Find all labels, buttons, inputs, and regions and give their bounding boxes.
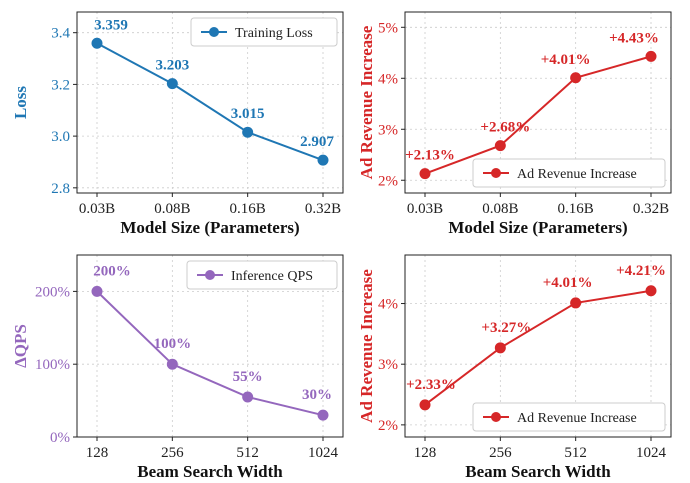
legend-marker — [205, 270, 215, 280]
y-tick-label: 3.4 — [51, 26, 70, 42]
x-tick-label: 0.32B — [305, 201, 341, 217]
y-tick-label: 0% — [50, 430, 70, 446]
series-line — [424, 55, 652, 175]
data-label: 200% — [93, 263, 131, 279]
data-point — [91, 285, 103, 297]
x-tick-label: 0.08B — [154, 201, 190, 217]
plot-frame — [404, 11, 672, 194]
legend-marker — [491, 168, 501, 178]
legend-label: Ad Revenue Increase — [517, 167, 637, 182]
chart-panel-3: 0% 100% 200% 128 256 512 1024 Beam Search Width… — [11, 254, 344, 481]
data-point — [242, 391, 254, 403]
x-tick-label: 1024 — [636, 445, 667, 461]
data-point — [91, 37, 103, 49]
legend-box — [186, 260, 338, 290]
data-point — [494, 140, 506, 152]
x-axis-label: Model Size (Parameters) — [120, 218, 299, 237]
plot-frame — [404, 254, 672, 438]
x-tick-label: 256 — [161, 445, 184, 461]
x-tick-label: 128 — [414, 445, 437, 461]
data-label: +4.01% — [543, 275, 593, 291]
y-axis-label: Loss — [11, 86, 30, 119]
y-tick-label: 4% — [378, 297, 398, 313]
data-label: 30% — [302, 387, 332, 403]
y-axis-label: Ad Revenue Increase — [357, 25, 376, 179]
legend-marker — [491, 412, 501, 422]
data-label: +2.33% — [406, 377, 456, 393]
series-line — [424, 289, 652, 406]
data-label: 100% — [154, 336, 192, 352]
data-point — [317, 409, 329, 421]
legend-marker — [209, 27, 219, 37]
data-label: 3.359 — [94, 17, 128, 33]
y-tick-label: 4% — [378, 71, 398, 87]
data-point — [317, 154, 329, 166]
x-tick-label: 0.03B — [407, 201, 443, 217]
y-tick-label: 100% — [35, 357, 70, 373]
legend-label: Training Loss — [235, 26, 313, 41]
y-axis-label: Ad Revenue Increase — [357, 269, 376, 423]
legend: Ad Revenue Increase — [472, 402, 666, 432]
x-axis-label: Beam Search Width — [465, 462, 611, 481]
x-tick-label: 0.16B — [558, 201, 594, 217]
x-tick-label: 0.03B — [79, 201, 115, 217]
plot-frame — [76, 11, 344, 194]
y-tick-label: 2% — [378, 418, 398, 434]
x-axis-label: Model Size (Parameters) — [448, 218, 627, 237]
legend-box — [190, 17, 338, 47]
data-point — [419, 399, 431, 411]
legend-label: Ad Revenue Increase — [517, 411, 637, 426]
data-point — [419, 168, 431, 180]
y-tick-label: 3.2 — [51, 77, 70, 93]
data-point — [166, 78, 178, 90]
data-label: +2.13% — [405, 148, 455, 164]
data-label: +4.01% — [541, 52, 591, 68]
legend: Inference QPS — [186, 260, 338, 290]
x-tick-label: 512 — [236, 445, 259, 461]
x-tick-label: 0.08B — [482, 201, 518, 217]
data-point — [645, 285, 657, 297]
legend-box — [472, 402, 666, 432]
x-tick-label: 0.32B — [633, 201, 669, 217]
y-tick-label: 2% — [378, 173, 398, 189]
data-point — [570, 297, 582, 309]
x-tick-label: 128 — [86, 445, 109, 461]
x-axis-label: Beam Search Width — [137, 462, 283, 481]
chart-panel-2: 2% 3% 4% 5% 0.03B 0.08B 0.16B 0.32B Model Size (… — [357, 11, 672, 237]
x-tick-label: 0.16B — [230, 201, 266, 217]
x-tick-label: 256 — [489, 445, 512, 461]
series-line — [96, 42, 324, 162]
x-tick-label: 1024 — [308, 445, 339, 461]
legend-label: Inference QPS — [231, 269, 313, 284]
data-point — [645, 50, 657, 62]
y-tick-label: 3.0 — [51, 129, 70, 145]
plot-frame — [76, 254, 344, 438]
data-label: +2.68% — [480, 120, 530, 136]
y-tick-label: 3% — [378, 357, 398, 373]
data-label: 55% — [233, 369, 263, 385]
chart-panel-4: 2% 3% 4% 128 256 512 1024 Beam Search Width Ad R… — [357, 254, 672, 481]
data-point — [494, 342, 506, 354]
series-line — [96, 290, 324, 417]
legend-box — [472, 158, 666, 188]
chart-panel-1: 2.8 3.0 3.2 3.4 0.03B 0.08B 0.16B 0.32B Model Si… — [11, 11, 344, 237]
y-tick-label: 200% — [35, 284, 70, 300]
legend: Ad Revenue Increase — [472, 158, 666, 188]
data-point — [242, 126, 254, 138]
y-tick-label: 3% — [378, 122, 398, 138]
data-label: 3.203 — [155, 58, 189, 74]
y-tick-label: 2.8 — [51, 181, 70, 197]
y-tick-label: 5% — [378, 20, 398, 36]
data-label: +4.21% — [616, 263, 666, 279]
data-point — [166, 358, 178, 370]
legend: Training Loss — [190, 17, 338, 47]
data-label: 2.907 — [300, 134, 334, 150]
data-point — [570, 72, 582, 84]
data-label: +4.43% — [609, 30, 659, 46]
y-axis-label: ΔQPS — [11, 324, 30, 368]
data-label: 3.015 — [231, 106, 265, 122]
data-label: +3.27% — [481, 320, 531, 336]
x-tick-label: 512 — [564, 445, 587, 461]
